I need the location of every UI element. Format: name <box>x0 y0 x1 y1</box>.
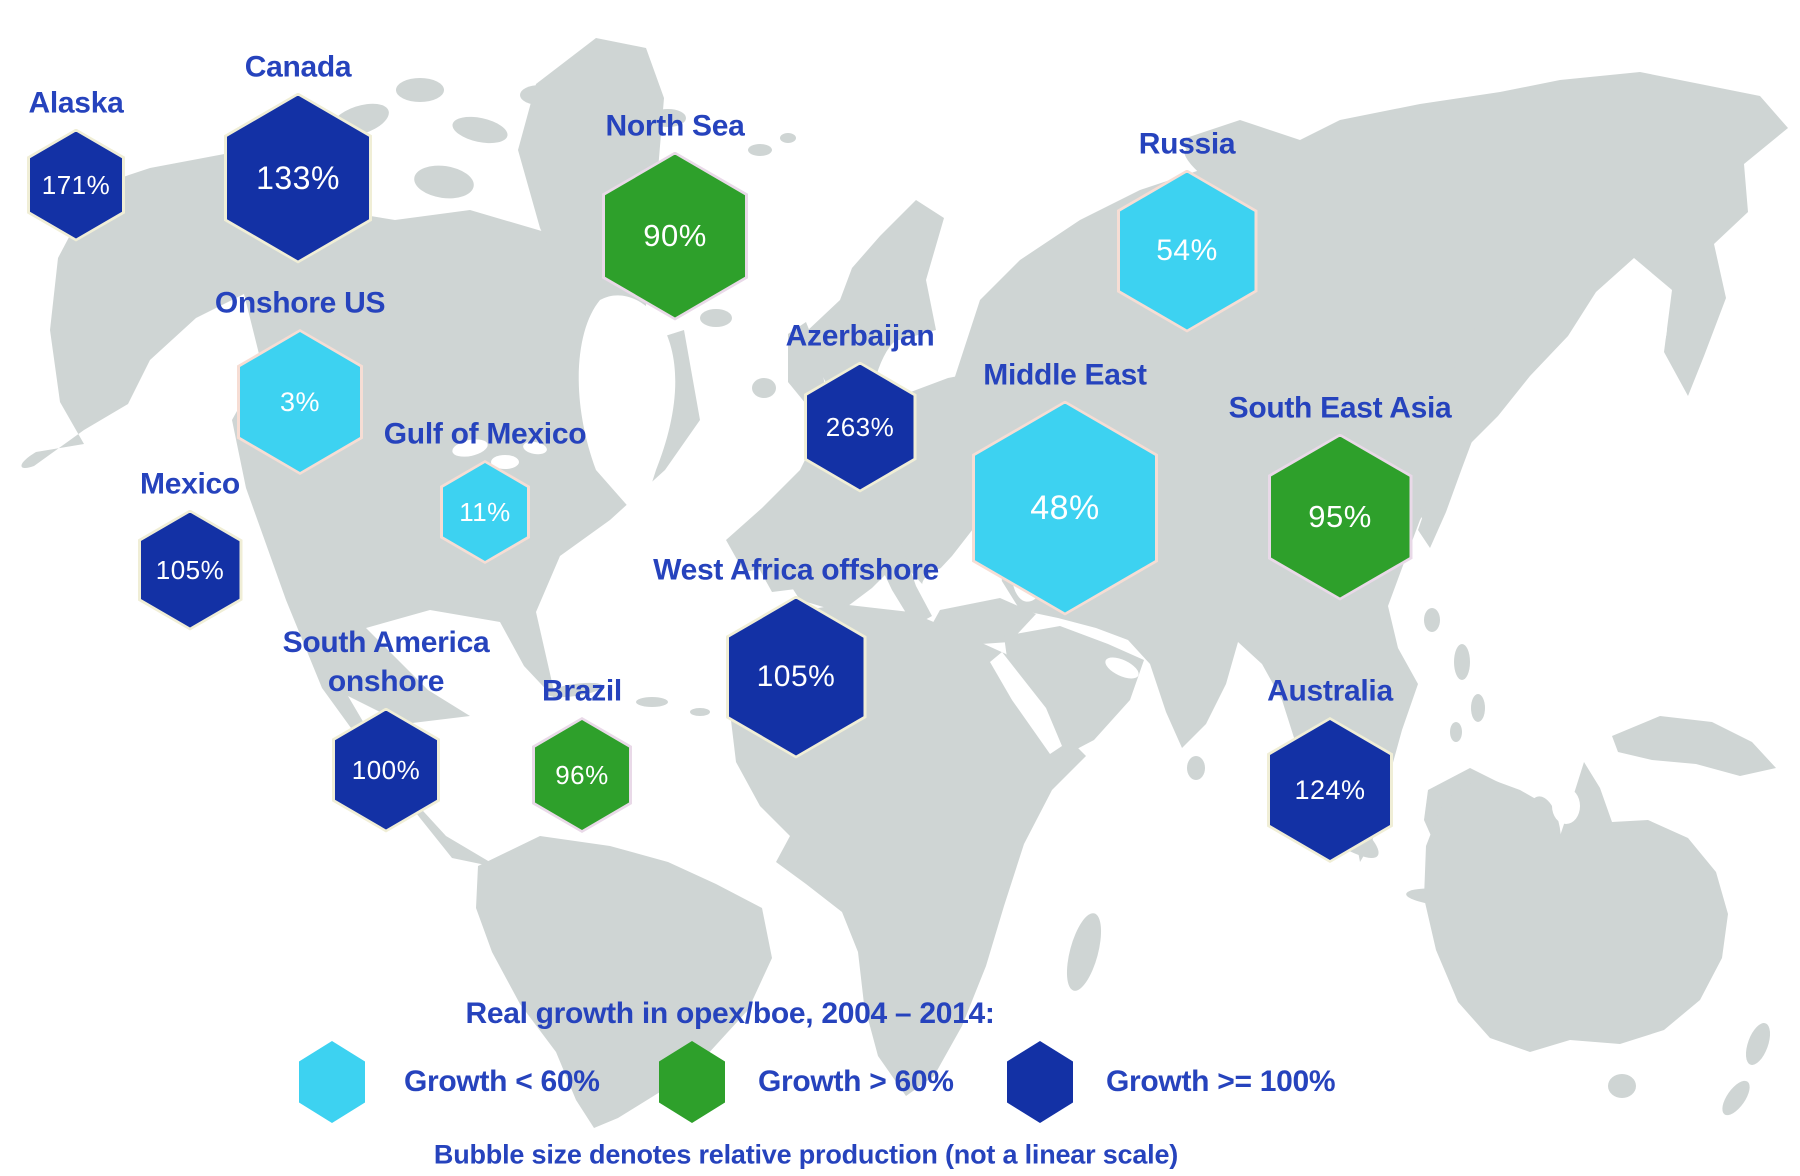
hexagon-marker: 105% <box>137 509 243 631</box>
region-label: Gulf of Mexico <box>383 417 587 451</box>
legend-title: Real growth in opex/boe, 2004 – 2014: <box>465 997 995 1030</box>
region-label: Alaska <box>28 85 124 119</box>
legend-item-label: Growth < 60% <box>404 1065 600 1098</box>
hudson-bay <box>578 295 676 520</box>
region-value: 133% <box>256 159 340 196</box>
region-label: Middle East <box>983 357 1147 391</box>
region-value: 3% <box>279 386 321 417</box>
red-sea <box>990 652 1062 754</box>
legend-item-label: Growth >= 100% <box>1106 1065 1336 1098</box>
region-value: 54% <box>1156 234 1218 267</box>
landmass-tasmania <box>1608 1074 1636 1098</box>
black-sea <box>922 563 1002 601</box>
legend-item-label: Growth > 60% <box>758 1065 954 1098</box>
gulf-of-carpentaria <box>1552 788 1580 824</box>
region-label: South America onshore <box>282 625 490 698</box>
landmass-iceland <box>700 309 732 327</box>
region-label: Russia <box>1138 126 1236 160</box>
region-label: Mexico <box>140 466 240 500</box>
landmass-australia <box>1424 762 1728 1052</box>
region-label: North Sea <box>605 108 745 142</box>
landmass-caribbean <box>547 682 710 716</box>
sea-of-okhotsk <box>1613 282 1667 358</box>
landmass-europe <box>726 133 1036 646</box>
region-label: Brazil <box>542 674 622 708</box>
great-lakes <box>491 455 519 469</box>
landmass-madagascar <box>1066 913 1102 991</box>
region-label: Canada <box>244 49 352 83</box>
hexagon-marker: 3% <box>237 329 363 475</box>
landmass-north-america <box>21 152 700 868</box>
hexagon-marker: 105% <box>725 595 867 759</box>
landmass-new-zealand <box>1722 1023 1771 1116</box>
hexagon-fill <box>240 332 360 472</box>
region-value: 96% <box>555 759 609 790</box>
region-value: 11% <box>459 496 511 527</box>
persian-gulf <box>1105 657 1139 679</box>
region-value: 105% <box>155 554 225 585</box>
region-value: 171% <box>41 169 111 200</box>
hexagon-fill <box>728 598 864 756</box>
region-value: 105% <box>756 660 836 693</box>
region-label: West Africa offshore <box>653 552 939 586</box>
great-lakes <box>523 441 547 455</box>
region-value: 124% <box>1294 774 1366 805</box>
great-lakes <box>452 439 488 457</box>
hexagon-fill <box>140 512 240 628</box>
region-value: 263% <box>825 411 895 442</box>
region-value: 100% <box>351 754 421 785</box>
legend-caption: Bubble size denotes relative production … <box>433 1139 1179 1170</box>
region-value: 90% <box>643 218 707 253</box>
region-label: Australia <box>1267 674 1393 708</box>
region-label: Onshore US <box>214 286 386 320</box>
region-label: South East Asia <box>1228 390 1452 424</box>
region-value: 48% <box>1030 488 1100 527</box>
region-value: 95% <box>1308 499 1372 534</box>
region-label: Azerbaijan <box>785 318 935 352</box>
